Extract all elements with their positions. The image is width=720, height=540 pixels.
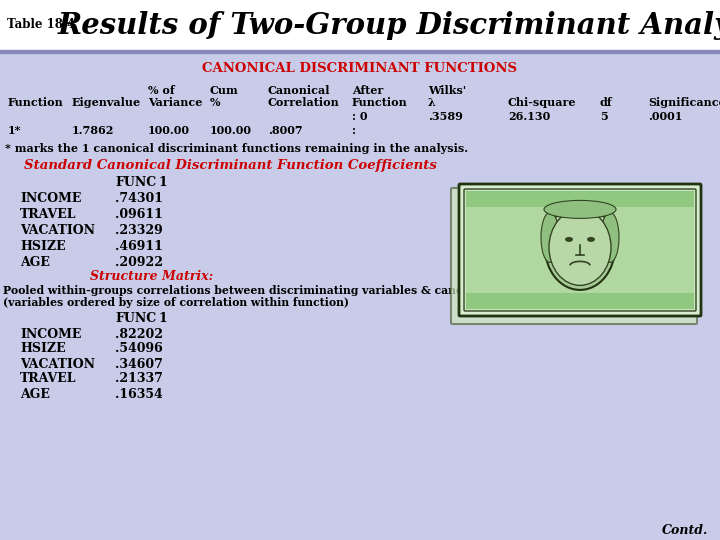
- Text: After: After: [352, 84, 383, 96]
- Text: Results of Two-Group Discriminant Analysis: Results of Two-Group Discriminant Analys…: [58, 10, 720, 39]
- Text: .34607: .34607: [115, 357, 163, 370]
- Text: 26.130: 26.130: [508, 111, 550, 122]
- Text: Chi-square: Chi-square: [508, 98, 577, 109]
- Text: 1: 1: [158, 313, 167, 326]
- Text: % of: % of: [148, 84, 175, 96]
- Text: 100.00: 100.00: [148, 125, 190, 137]
- Text: VACATION: VACATION: [20, 357, 95, 370]
- Text: Significance: Significance: [648, 98, 720, 109]
- Text: HSIZE: HSIZE: [20, 240, 66, 253]
- Text: 5: 5: [600, 111, 608, 122]
- FancyBboxPatch shape: [459, 184, 701, 316]
- Text: AGE: AGE: [20, 256, 50, 269]
- Text: Variance: Variance: [148, 98, 202, 109]
- Text: VACATION: VACATION: [20, 225, 95, 238]
- Text: Cum: Cum: [210, 84, 239, 96]
- Text: Wilks': Wilks': [428, 84, 466, 96]
- Bar: [466, 191, 694, 207]
- Text: df: df: [600, 98, 613, 109]
- Text: .3589: .3589: [428, 111, 463, 122]
- Ellipse shape: [549, 210, 611, 286]
- Text: 1.7862: 1.7862: [72, 125, 114, 137]
- Text: INCOME: INCOME: [20, 192, 81, 206]
- Text: Function: Function: [352, 98, 408, 109]
- Text: TRAVEL: TRAVEL: [20, 373, 76, 386]
- Text: FUNC: FUNC: [115, 313, 156, 326]
- Text: Standard Canonical Discriminant Function Coefficients: Standard Canonical Discriminant Function…: [24, 159, 436, 172]
- Text: Eigenvalue: Eigenvalue: [72, 98, 141, 109]
- Text: Structure Matrix:: Structure Matrix:: [90, 271, 213, 284]
- Text: TRAVEL: TRAVEL: [20, 208, 76, 221]
- Text: HSIZE: HSIZE: [20, 342, 66, 355]
- Text: .74301: .74301: [115, 192, 163, 206]
- Text: .20922: .20922: [115, 256, 163, 269]
- Text: .54096: .54096: [115, 342, 163, 355]
- Ellipse shape: [587, 237, 595, 242]
- Text: Function: Function: [8, 98, 64, 109]
- Text: : 0: : 0: [352, 111, 367, 122]
- Text: .21337: .21337: [115, 373, 163, 386]
- Bar: [0, 50, 720, 53]
- Text: 100.00: 100.00: [210, 125, 252, 137]
- Text: * marks the 1 canonical discriminant functions remaining in the analysis.: * marks the 1 canonical discriminant fun…: [5, 143, 468, 153]
- Text: Table 18.4: Table 18.4: [7, 18, 75, 31]
- Ellipse shape: [544, 200, 616, 218]
- Ellipse shape: [601, 212, 619, 262]
- Text: .16354: .16354: [115, 388, 163, 401]
- FancyBboxPatch shape: [464, 189, 696, 311]
- Text: .46911: .46911: [115, 240, 163, 253]
- Text: 1*: 1*: [8, 125, 22, 137]
- Text: CANONICAL DISCRIMINANT FUNCTIONS: CANONICAL DISCRIMINANT FUNCTIONS: [202, 62, 518, 75]
- Text: .8007: .8007: [268, 125, 302, 137]
- Text: AGE: AGE: [20, 388, 50, 401]
- Text: :: :: [352, 125, 356, 137]
- Text: (variables ordered by size of correlation within function): (variables ordered by size of correlatio…: [3, 296, 349, 307]
- Text: Correlation: Correlation: [268, 98, 340, 109]
- Bar: [0, 0, 720, 50]
- Ellipse shape: [545, 205, 615, 290]
- Text: .09611: .09611: [115, 208, 163, 221]
- Text: %: %: [210, 98, 220, 109]
- Text: .23329: .23329: [115, 225, 163, 238]
- Text: .0001: .0001: [648, 111, 683, 122]
- Text: Contd.: Contd.: [662, 523, 708, 537]
- FancyBboxPatch shape: [451, 188, 697, 324]
- Text: Canonical: Canonical: [268, 84, 330, 96]
- Text: INCOME: INCOME: [20, 327, 81, 341]
- Ellipse shape: [565, 237, 573, 242]
- Text: λ: λ: [428, 98, 436, 109]
- Text: Pooled within-groups correlations between discriminating variables & canonical d: Pooled within-groups correlations betwee…: [3, 285, 635, 295]
- Bar: [466, 293, 694, 309]
- Text: 1: 1: [158, 177, 167, 190]
- Text: .82202: .82202: [115, 327, 163, 341]
- Bar: [466, 191, 694, 309]
- Ellipse shape: [541, 212, 559, 262]
- Text: FUNC: FUNC: [115, 177, 156, 190]
